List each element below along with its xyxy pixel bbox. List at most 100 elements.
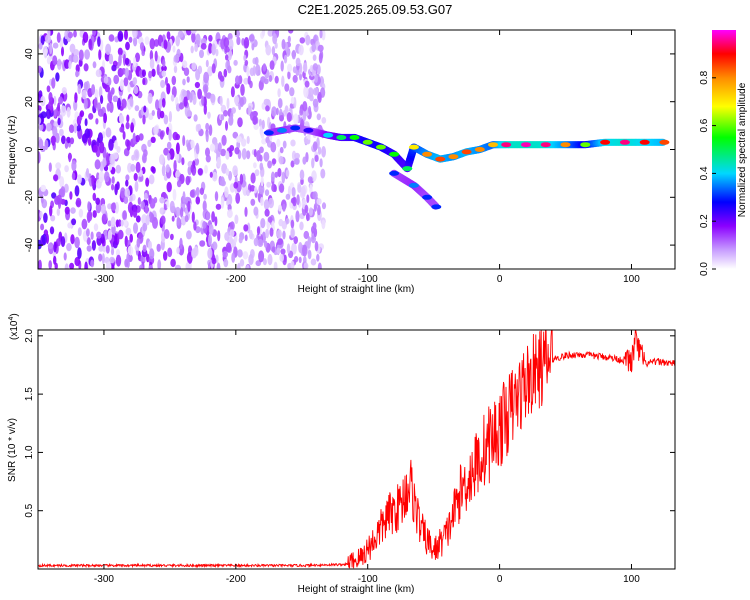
noise-blob: [228, 150, 233, 158]
signal-point: [521, 142, 531, 148]
noise-blob: [263, 240, 268, 248]
noise-blob: [211, 257, 217, 265]
noise-blob: [64, 263, 69, 269]
noise-blob: [195, 142, 200, 155]
noise-blob: [215, 48, 219, 57]
noise-blob: [287, 63, 293, 73]
noise-blob: [53, 121, 59, 128]
signal-point: [619, 139, 630, 145]
noise-blob: [234, 214, 239, 225]
noise-blob: [95, 202, 102, 214]
signal-point: [600, 139, 611, 145]
noise-blob: [136, 237, 141, 248]
noise-blob: [126, 139, 131, 151]
noise-blob: [282, 230, 286, 240]
noise-blob: [69, 137, 75, 145]
noise-blob: [126, 114, 130, 123]
signal-branch: [389, 169, 442, 210]
y-tick-label: 0.5: [24, 503, 35, 517]
noise-blob: [110, 248, 115, 256]
noise-blob: [303, 85, 309, 98]
noise-blob: [122, 210, 127, 221]
noise-blob: [40, 95, 46, 107]
noise-blob: [97, 36, 101, 47]
noise-blob: [179, 207, 184, 218]
noise-blob: [312, 222, 317, 230]
noise-blob: [195, 69, 201, 81]
noise-blob: [108, 164, 113, 171]
noise-blob: [197, 168, 203, 176]
noise-blob: [120, 219, 124, 227]
x-tick-label: 100: [623, 574, 640, 585]
noise-blob: [241, 148, 247, 160]
noise-blob: [42, 45, 48, 57]
noise-blob: [41, 233, 47, 246]
noise-blob: [266, 181, 271, 188]
noise-blob: [39, 211, 43, 219]
noise-blob: [186, 76, 190, 83]
noise-blob: [208, 224, 214, 235]
noise-blob: [144, 36, 150, 45]
noise-blob: [68, 152, 72, 163]
noise-blob: [312, 54, 317, 61]
noise-blob: [194, 81, 200, 89]
noise-blob: [184, 215, 189, 223]
noise-blob: [260, 196, 264, 206]
noise-blob: [151, 68, 156, 78]
snr-panel: -300 -200 -100 0 100 0.5 1.0 1.5 2.0 Height of …: [7, 313, 676, 595]
noise-blob: [54, 262, 58, 269]
noise-blob: [194, 43, 199, 53]
snr-x-ticks: -300 -200 -100 0 100: [94, 330, 640, 585]
noise-blob: [312, 87, 319, 96]
noise-blob: [195, 187, 200, 197]
noise-blob: [88, 113, 94, 120]
noise-blob: [250, 198, 256, 206]
noise-blob: [53, 109, 57, 118]
x-tick-label: -200: [226, 274, 246, 285]
noise-blob: [246, 150, 251, 160]
noise-blob: [229, 221, 235, 231]
noise-blob: [253, 149, 257, 158]
noise-blob: [244, 234, 248, 242]
noise-blob: [171, 215, 175, 222]
noise-blob: [265, 228, 269, 239]
noise-blob: [267, 253, 273, 266]
noise-blob: [148, 240, 152, 251]
noise-blob: [182, 90, 188, 97]
noise-blob: [319, 30, 323, 39]
noise-blob: [200, 43, 207, 50]
noise-blob: [50, 215, 56, 222]
noise-blob: [307, 238, 311, 250]
noise-blob: [147, 139, 152, 148]
noise-blob: [92, 61, 97, 69]
noise-blob: [90, 259, 95, 268]
noise-blob: [237, 249, 243, 258]
noise-blob: [74, 185, 80, 197]
noise-blob: [69, 191, 73, 200]
noise-blob: [238, 236, 243, 244]
x-tick-label: -100: [358, 574, 378, 585]
noise-blob: [60, 186, 66, 198]
noise-blob: [159, 110, 165, 119]
noise-blob: [299, 73, 302, 81]
noise-blob: [275, 107, 279, 116]
noise-blob: [132, 207, 138, 218]
noise-blob: [285, 218, 290, 225]
noise-blob: [149, 38, 156, 50]
noise-blob: [154, 50, 158, 62]
noise-blob: [59, 176, 65, 188]
noise-blob: [121, 98, 127, 109]
signal-point: [277, 127, 287, 133]
noise-blob: [220, 114, 225, 121]
noise-blob: [81, 133, 88, 144]
noise-blob: [217, 230, 221, 242]
noise-blob: [124, 235, 128, 247]
noise-blob: [105, 245, 110, 254]
noise-blob: [74, 256, 81, 267]
noise-blob: [104, 84, 111, 93]
noise-blob: [296, 194, 300, 206]
signal-point: [488, 142, 498, 148]
noise-blob: [100, 95, 104, 104]
noise-blob: [246, 264, 250, 269]
noise-blob: [234, 147, 240, 155]
